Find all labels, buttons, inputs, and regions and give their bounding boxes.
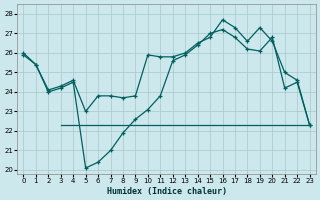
- X-axis label: Humidex (Indice chaleur): Humidex (Indice chaleur): [107, 187, 227, 196]
